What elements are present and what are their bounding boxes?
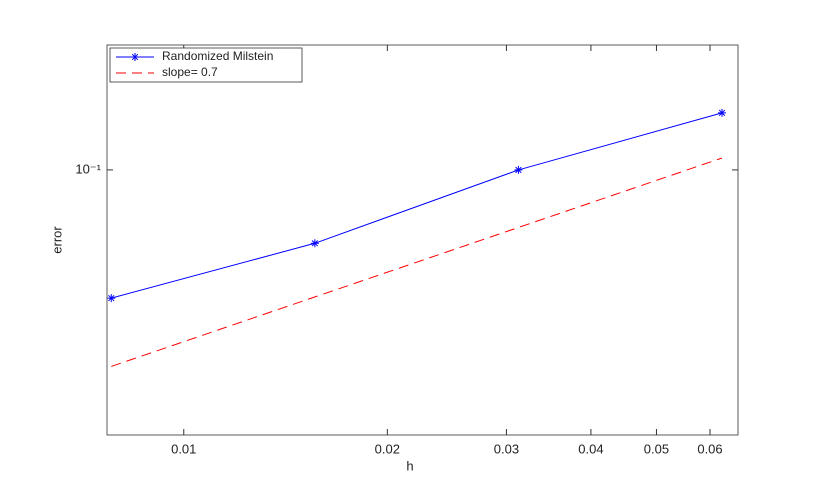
x-tick-label: 0.04 <box>578 441 603 456</box>
marker-stroke <box>108 294 115 302</box>
x-axis-label: h <box>406 458 413 473</box>
series-line <box>111 112 723 299</box>
data-point <box>514 165 523 174</box>
y-axis-label: error <box>49 226 64 254</box>
marker-stroke <box>311 240 318 247</box>
data-point <box>107 294 116 303</box>
data-point <box>310 239 319 248</box>
plot-frame <box>106 44 739 436</box>
legend-marker <box>131 53 139 61</box>
marker-stroke <box>718 109 726 117</box>
legend-box <box>109 47 303 83</box>
legend-label: Randomized Milstein <box>162 49 273 63</box>
x-tick-label: 0.05 <box>644 441 669 456</box>
x-tick-label: 0.02 <box>375 441 400 456</box>
marker-stroke <box>515 166 522 174</box>
x-tick-label: 0.01 <box>171 441 196 456</box>
x-tick-label: 0.03 <box>494 441 519 456</box>
legend-label: slope= 0.7 <box>162 65 218 79</box>
y-tick-label: 10⁻¹ <box>75 161 101 176</box>
x-tick-label: 0.06 <box>697 441 722 456</box>
series-line <box>111 157 723 367</box>
data-point <box>717 108 726 117</box>
